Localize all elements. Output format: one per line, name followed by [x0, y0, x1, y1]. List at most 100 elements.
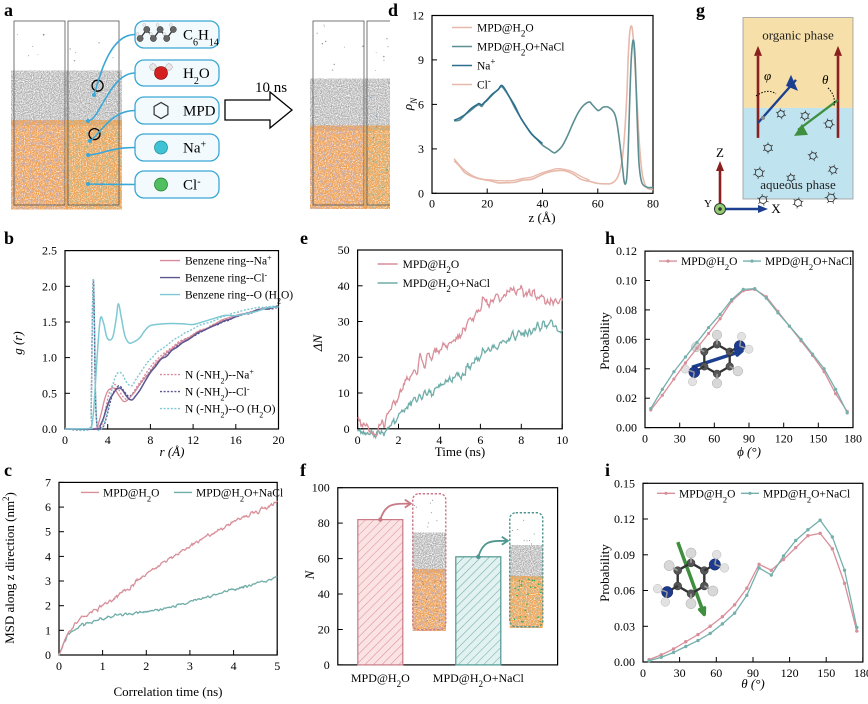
- svg-text:Y: Y: [704, 198, 712, 210]
- svg-text:Correlation time (ns): Correlation time (ns): [113, 684, 222, 699]
- svg-text:2: 2: [143, 659, 149, 673]
- svg-text:0.08: 0.08: [616, 303, 637, 317]
- svg-text:0: 0: [640, 666, 646, 680]
- svg-text:5: 5: [274, 659, 280, 673]
- svg-text:0: 0: [642, 432, 648, 446]
- svg-text:0.12: 0.12: [616, 244, 637, 258]
- svg-text:4: 4: [231, 659, 237, 673]
- svg-text:Benzene ring--Cl-: Benzene ring--Cl-: [185, 270, 268, 285]
- svg-text:0: 0: [62, 433, 68, 447]
- svg-text:Benzene ring--Na+: Benzene ring--Na+: [185, 253, 272, 268]
- svg-text:0.09: 0.09: [614, 548, 635, 562]
- svg-text:4: 4: [105, 433, 111, 447]
- svg-text:MPD@H2O: MPD@H2O: [681, 256, 737, 272]
- svg-text:MPD@H2O: MPD@H2O: [403, 259, 460, 275]
- svg-text:20: 20: [338, 350, 350, 364]
- svg-text:φ: φ: [764, 68, 771, 83]
- svg-text:2.5: 2.5: [42, 244, 57, 258]
- svg-text:0.06: 0.06: [616, 332, 637, 346]
- svg-text:2.0: 2.0: [42, 279, 57, 293]
- svg-text:0.15: 0.15: [614, 476, 635, 490]
- svg-text:3: 3: [187, 659, 193, 673]
- svg-text:θ: θ: [822, 72, 829, 87]
- svg-text:100: 100: [312, 481, 330, 495]
- svg-text:Probability: Probability: [600, 544, 612, 602]
- svg-text:0.06: 0.06: [614, 584, 635, 598]
- svg-text:30: 30: [674, 432, 686, 446]
- svg-text:16: 16: [230, 433, 242, 447]
- svg-text:ΔN: ΔN: [310, 334, 325, 353]
- svg-text:0.5: 0.5: [42, 386, 57, 400]
- svg-text:Benzene ring--O (H2O): Benzene ring--O (H2O): [185, 290, 293, 306]
- svg-text:0.00: 0.00: [614, 655, 635, 669]
- svg-text:60: 60: [708, 432, 720, 446]
- svg-text:50: 50: [338, 243, 350, 257]
- svg-text:12: 12: [187, 433, 199, 447]
- svg-text:2: 2: [45, 599, 51, 613]
- svg-text:aqueous phase: aqueous phase: [760, 177, 836, 192]
- svg-text:120: 120: [781, 666, 799, 680]
- svg-text:0: 0: [324, 658, 330, 672]
- svg-text:5: 5: [45, 525, 51, 539]
- svg-text:1.0: 1.0: [42, 351, 57, 365]
- svg-text:150: 150: [809, 432, 827, 446]
- svg-text:θ (°): θ (°): [741, 676, 765, 691]
- svg-text:180: 180: [854, 666, 868, 680]
- svg-text:7: 7: [45, 475, 51, 489]
- svg-text:0: 0: [45, 648, 51, 662]
- svg-text:MPD@H2O+NaCl: MPD@H2O+NaCl: [403, 278, 490, 294]
- svg-text:0.10: 0.10: [616, 274, 637, 288]
- svg-text:0: 0: [355, 433, 361, 447]
- svg-text:0: 0: [56, 659, 62, 673]
- svg-text:0.0: 0.0: [42, 422, 57, 436]
- svg-text:30: 30: [674, 666, 686, 680]
- svg-text:0.04: 0.04: [616, 362, 637, 376]
- svg-text:1.5: 1.5: [42, 315, 57, 329]
- svg-text:0: 0: [344, 422, 350, 436]
- svg-text:MPD@H2O: MPD@H2O: [351, 671, 410, 689]
- svg-text:organic phase: organic phase: [762, 28, 834, 43]
- svg-text:0.00: 0.00: [616, 421, 637, 435]
- svg-text:X: X: [771, 201, 781, 216]
- svg-text:40: 40: [338, 279, 350, 293]
- svg-text:N (-NH2)--Cl-: N (-NH2)--Cl-: [185, 384, 250, 402]
- svg-text:MPD@H2O: MPD@H2O: [679, 488, 735, 504]
- svg-text:20: 20: [273, 433, 285, 447]
- svg-text:2: 2: [396, 433, 402, 447]
- svg-text:10: 10: [556, 433, 568, 447]
- svg-text:10: 10: [338, 386, 350, 400]
- svg-text:80: 80: [318, 516, 330, 530]
- svg-text:0.03: 0.03: [614, 619, 635, 633]
- svg-text:150: 150: [817, 666, 835, 680]
- svg-text:3: 3: [45, 574, 51, 588]
- svg-text:1: 1: [100, 659, 106, 673]
- svg-text:MPD@H2O+NaCl: MPD@H2O+NaCl: [433, 671, 525, 689]
- svg-text:6: 6: [45, 500, 51, 514]
- svg-text:20: 20: [318, 623, 330, 637]
- svg-text:MSD along z direction (nm2): MSD along z direction (nm2): [1, 492, 17, 644]
- svg-text:MPD@H2O: MPD@H2O: [103, 487, 159, 503]
- svg-text:30: 30: [338, 315, 350, 329]
- svg-text:1: 1: [45, 623, 51, 637]
- svg-text:120: 120: [775, 432, 793, 446]
- svg-text:N: N: [302, 569, 317, 580]
- svg-text:Time (ns): Time (ns): [435, 444, 485, 459]
- svg-text:ϕ (°): ϕ (°): [737, 444, 761, 459]
- svg-text:r (Å): r (Å): [160, 444, 185, 459]
- svg-text:N (-NH2)--Na+: N (-NH2)--Na+: [185, 367, 254, 385]
- svg-text:g (r): g (r): [10, 331, 25, 354]
- svg-text:MPD@H2O+NaCl: MPD@H2O+NaCl: [765, 256, 852, 272]
- svg-text:8: 8: [147, 433, 153, 447]
- svg-text:40: 40: [318, 587, 330, 601]
- svg-text:MPD@H2O+NaCl: MPD@H2O+NaCl: [763, 488, 850, 504]
- svg-text:Z: Z: [716, 145, 724, 160]
- svg-text:60: 60: [318, 552, 330, 566]
- svg-text:N (-NH2)--O (H2O): N (-NH2)--O (H2O): [185, 404, 276, 420]
- svg-text:4: 4: [45, 549, 51, 563]
- svg-text:0.12: 0.12: [614, 512, 635, 526]
- svg-text:60: 60: [710, 666, 722, 680]
- svg-text:180: 180: [844, 432, 862, 446]
- svg-text:Probability: Probability: [600, 312, 612, 370]
- svg-text:0.02: 0.02: [616, 391, 637, 405]
- svg-text:MPD@H2O+NaCl: MPD@H2O+NaCl: [196, 487, 283, 503]
